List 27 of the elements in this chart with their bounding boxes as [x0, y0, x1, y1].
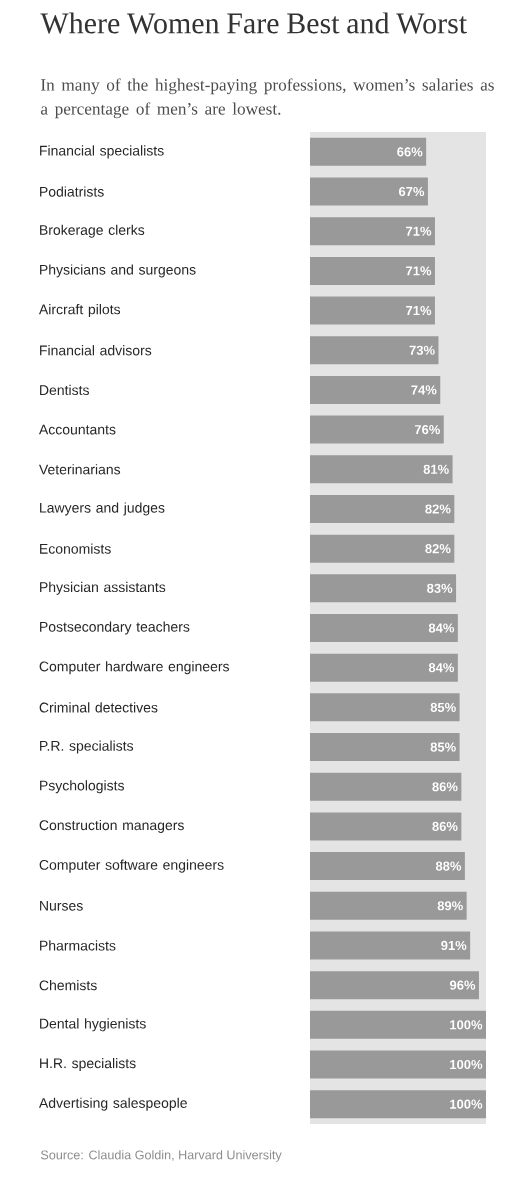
bar — [310, 1090, 486, 1119]
bar — [310, 256, 435, 285]
bar — [310, 971, 479, 1000]
chart-title: Where Women Fare Best and Worst — [40, 12, 467, 34]
bar — [310, 574, 457, 603]
bar — [310, 455, 453, 484]
bar — [310, 733, 460, 762]
bar — [310, 296, 435, 325]
bar — [310, 415, 444, 444]
bar — [310, 534, 455, 563]
bar — [310, 693, 460, 722]
bar — [310, 852, 465, 881]
bar — [310, 375, 441, 404]
bar — [310, 1050, 486, 1079]
bar — [310, 336, 439, 365]
bar — [310, 653, 458, 682]
bar — [310, 891, 467, 920]
bar — [310, 1010, 486, 1039]
bar — [310, 217, 435, 246]
bar — [310, 137, 427, 166]
bar — [310, 931, 471, 960]
bar — [310, 177, 428, 206]
bar — [310, 812, 462, 841]
chart-subtitle: In many of the highest-paying professions, women’s salaries as a percentage of men’s are lowest. — [41, 78, 494, 119]
bar — [310, 494, 455, 523]
bar — [310, 772, 462, 801]
bar — [310, 614, 458, 643]
